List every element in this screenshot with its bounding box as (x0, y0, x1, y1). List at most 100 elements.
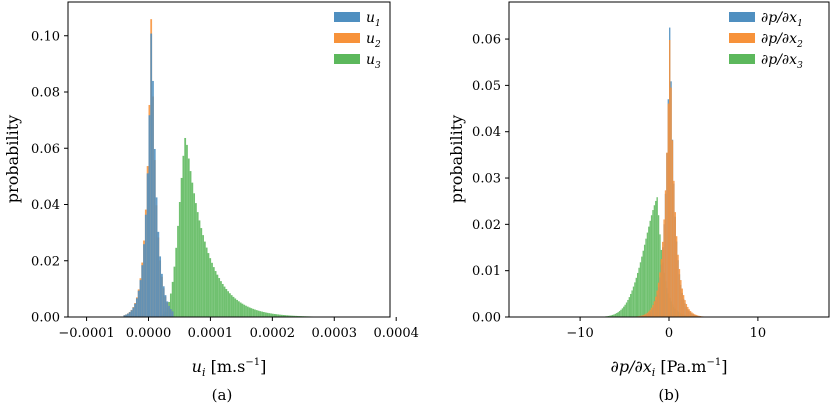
bar (225, 289, 228, 317)
bar (667, 103, 669, 318)
legend-label: u1 (366, 10, 381, 29)
bar (653, 205, 656, 317)
bar (664, 190, 667, 317)
y-tick-label: 0.01 (472, 264, 501, 279)
bar (220, 281, 222, 317)
bar (153, 148, 156, 317)
bar (641, 315, 643, 317)
legend-b: ∂p/∂x1 ∂p/∂x2 ∂p/∂x3 (729, 10, 803, 71)
bar (282, 315, 285, 317)
bar (270, 313, 272, 317)
legend-label: ∂p/∂x2 (761, 31, 803, 50)
x-tick-label: 0.0003 (312, 326, 358, 341)
bar (681, 288, 683, 317)
y-tick-label: 0.08 (31, 86, 60, 101)
bar (205, 247, 208, 317)
bar (634, 282, 636, 317)
bar (262, 312, 265, 317)
caption-b: (b) (658, 386, 679, 404)
x-tick-label: 0 (665, 326, 673, 341)
bar (203, 241, 206, 317)
bar (675, 236, 678, 317)
bar (692, 313, 695, 317)
histogram-bars-a (123, 19, 348, 318)
x-axis-label-a: ui [m.s−1] (192, 357, 267, 379)
bar (191, 182, 194, 317)
bar (266, 312, 269, 317)
series-a-3 (161, 137, 348, 317)
bar (227, 291, 229, 317)
bar (234, 298, 237, 317)
bar (237, 301, 240, 317)
bar (144, 214, 147, 317)
bar (178, 202, 181, 317)
bar (146, 173, 149, 317)
bar (169, 309, 172, 317)
x-tick-label: −0.0001 (58, 326, 114, 341)
bar (673, 180, 675, 317)
panel-a: −0.0001 0.0000 0.0001 0.0002 0.0003 0.0004 0.0… (3, 1, 419, 404)
bar (243, 304, 246, 317)
bar (187, 158, 190, 317)
bar (141, 265, 144, 317)
legend-swatch (729, 12, 755, 22)
legend-swatch (334, 12, 360, 22)
bar (625, 302, 628, 317)
bar (134, 303, 136, 317)
bar (214, 271, 217, 317)
axes-frame-a (67, 1, 391, 318)
ticks-b: −10 0 10 0.00 0.01 0.02 0.03 0.04 0.05 0.06 (472, 33, 766, 341)
bar (650, 215, 653, 317)
bar (694, 314, 696, 317)
bar (623, 306, 625, 317)
bar (195, 203, 197, 317)
bar (150, 33, 153, 318)
bar (164, 295, 167, 317)
bar (628, 297, 631, 317)
bar (171, 281, 174, 317)
bar (173, 266, 176, 317)
bar (677, 254, 679, 317)
bar (642, 250, 644, 317)
bar (698, 315, 700, 317)
bar (649, 309, 651, 317)
bar (638, 267, 640, 317)
bar (646, 232, 649, 317)
bar (656, 290, 658, 317)
bar (646, 312, 649, 317)
bar (618, 311, 621, 317)
y-axis-label-b: probability (447, 115, 466, 203)
bar (670, 87, 672, 317)
bar (125, 314, 128, 317)
bar (632, 286, 635, 317)
bar (660, 259, 663, 317)
bar (663, 219, 665, 317)
bar (168, 305, 170, 317)
y-tick-label: 0.02 (472, 218, 501, 233)
series-a-1 (123, 33, 174, 318)
bar (669, 40, 671, 317)
bar (684, 300, 686, 317)
bar (674, 212, 676, 317)
bar (688, 309, 690, 317)
bar (223, 286, 226, 317)
bar (687, 306, 689, 317)
bar (232, 296, 235, 317)
x-tick-label: 0.0004 (373, 326, 419, 341)
bar (229, 293, 231, 317)
bar (611, 314, 614, 317)
bar (171, 311, 174, 317)
bar (643, 314, 646, 317)
y-tick-label: 0.03 (472, 172, 501, 187)
bar (659, 272, 661, 317)
x-tick-label: 0.0002 (250, 326, 296, 341)
bar (639, 262, 642, 317)
ticks-a: −0.0001 0.0000 0.0001 0.0002 0.0003 0.0004 0.0… (31, 29, 419, 341)
bar (211, 262, 213, 317)
bar (198, 220, 201, 317)
bar (218, 278, 221, 317)
bar (184, 137, 187, 317)
bar (236, 299, 238, 317)
bar (216, 274, 219, 317)
bar (193, 193, 196, 317)
